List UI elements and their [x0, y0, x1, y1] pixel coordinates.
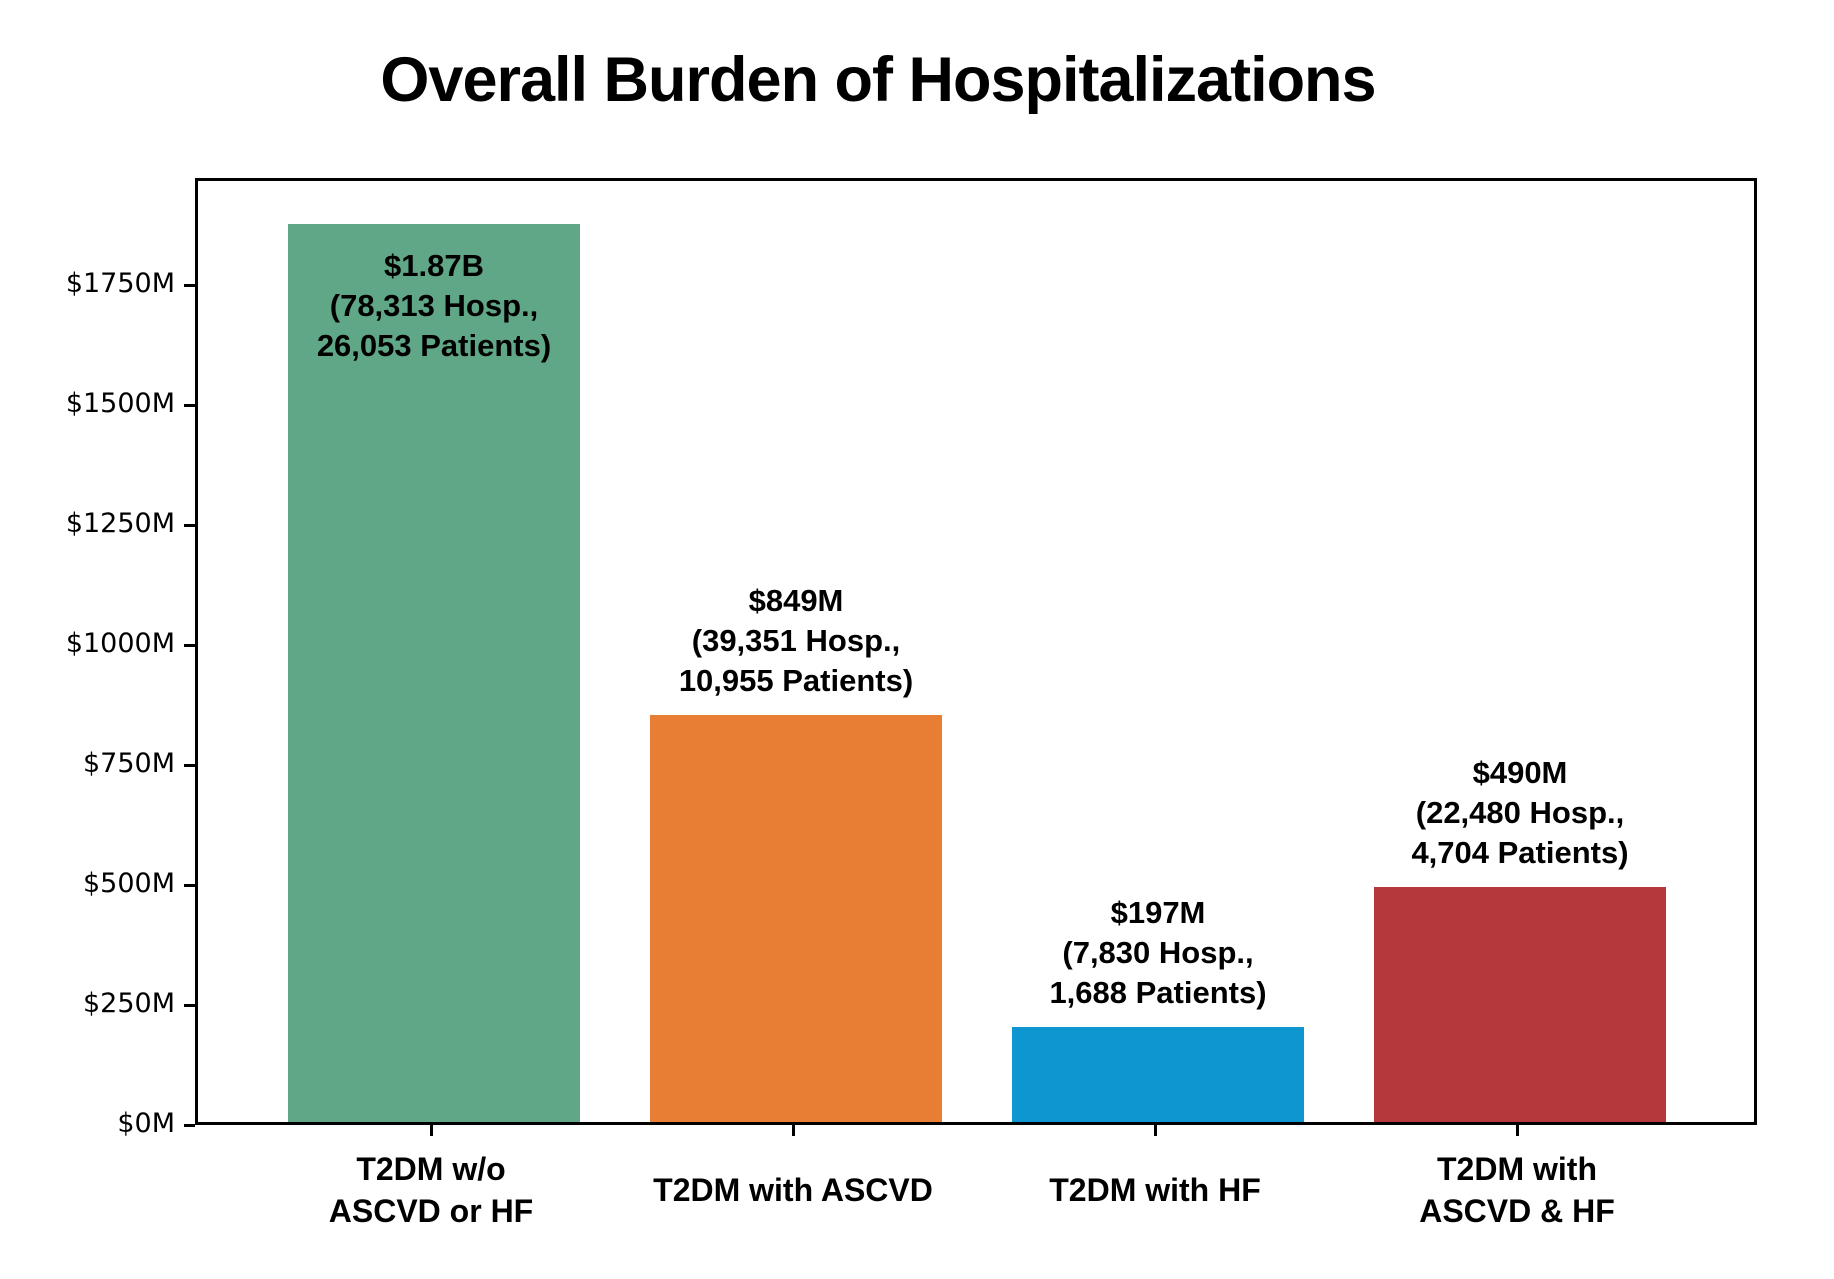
y-axis-tick-label: $1500M [65, 388, 175, 420]
y-axis-tick-mark [184, 644, 195, 648]
x-axis-tick-mark [792, 1125, 795, 1136]
y-axis-tick-label: $1750M [65, 268, 175, 300]
bar [650, 714, 942, 1122]
y-axis-tick-label: $500M [82, 868, 175, 899]
x-axis-tick-label: T2DM with ASCVD [653, 1171, 933, 1208]
x-axis-tick-mark [1154, 1125, 1157, 1136]
y-axis-tick-mark [184, 764, 195, 767]
y-axis-tick-mark [184, 1124, 195, 1127]
y-axis-tick-mark [184, 404, 195, 408]
x-axis-tick-mark [430, 1125, 433, 1136]
y-axis-tick-label: $750M [82, 748, 175, 779]
y-axis-tick-label: $250M [82, 988, 175, 1019]
y-axis-tick-mark [184, 1004, 195, 1007]
y-axis-tick-mark [184, 284, 195, 288]
bar [1374, 886, 1666, 1122]
y-axis-tick-label: $0M [117, 1108, 175, 1139]
chart-title: Overall Burden of Hospitalizations [380, 45, 1376, 115]
bar-value-label: $849M (39,351 Hosp., 10,955 Patients) [678, 582, 914, 698]
y-axis-tick-label: $1250M [65, 508, 175, 540]
y-axis-tick-label: $1000M [65, 628, 175, 660]
bar-value-label: $1.87B (78,313 Hosp., 26,053 Patients) [316, 248, 552, 364]
bar-value-label: $197M (7,830 Hosp., 1,688 Patients) [1049, 895, 1267, 1011]
x-axis-tick-label: T2DM w/o ASCVD or HF [328, 1150, 534, 1229]
y-axis-tick-mark [184, 524, 195, 528]
x-axis-tick-label: T2DM with HF [1049, 1171, 1261, 1208]
bar [1012, 1027, 1304, 1122]
y-axis-tick-mark [184, 884, 195, 887]
x-axis-tick-label: T2DM with ASCVD & HF [1419, 1150, 1615, 1229]
bar-value-label: $490M (22,480 Hosp., 4,704 Patients) [1411, 754, 1629, 870]
plot-area: $1.87B (78,313 Hosp., 26,053 Patients) $8… [195, 178, 1757, 1125]
bar [288, 224, 580, 1122]
x-axis-tick-mark [1516, 1125, 1519, 1136]
